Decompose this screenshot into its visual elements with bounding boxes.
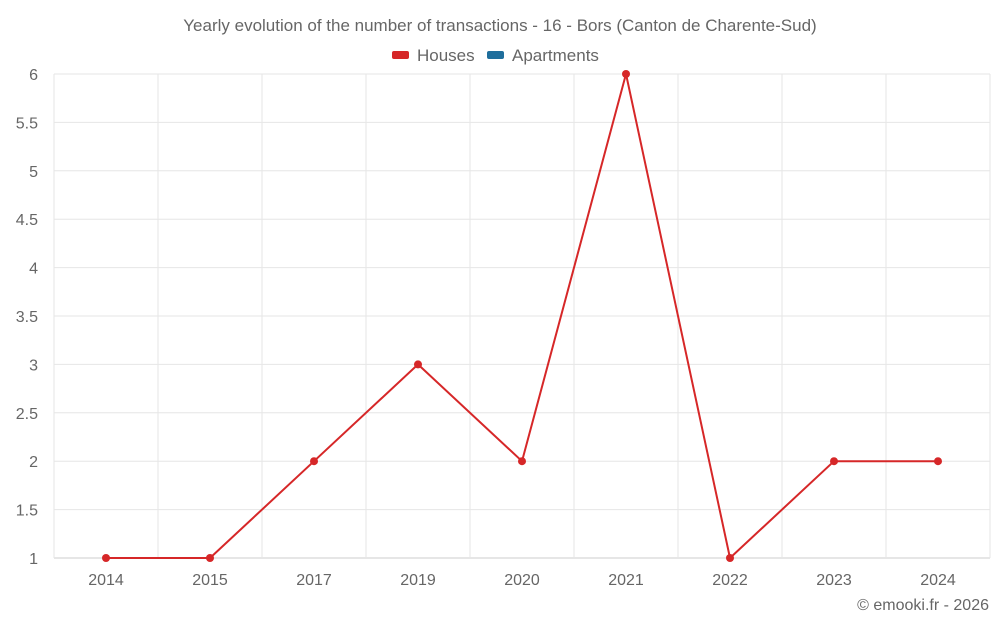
x-tick-label: 2017 bbox=[296, 572, 332, 589]
data-point-houses-2017[interactable] bbox=[310, 457, 318, 466]
y-tick-label: 1 bbox=[29, 551, 38, 568]
data-point-houses-2014[interactable] bbox=[102, 554, 110, 562]
legend: Houses Apartments bbox=[392, 46, 599, 65]
legend-item-apartments[interactable]: Apartments bbox=[487, 46, 599, 65]
y-tick-label: 5.5 bbox=[16, 115, 38, 132]
legend-label-apartments: Apartments bbox=[512, 46, 599, 65]
y-tick-label: 4 bbox=[29, 261, 38, 278]
x-tick-label: 2021 bbox=[608, 572, 644, 589]
data-point-houses-2024[interactable] bbox=[934, 457, 942, 466]
y-tick-label: 2.5 bbox=[16, 406, 38, 423]
y-tick-label: 3.5 bbox=[16, 309, 38, 326]
data-point-houses-2021[interactable] bbox=[622, 70, 630, 78]
x-tick-label: 2023 bbox=[816, 572, 852, 589]
x-tick-label: 2022 bbox=[712, 572, 748, 589]
x-axis-ticks: 2014 2015 2017 2019 2020 2021 2022 2023 2024 bbox=[88, 572, 956, 589]
data-point-houses-2023[interactable] bbox=[830, 457, 838, 466]
y-tick-label: 4.5 bbox=[16, 212, 38, 229]
series-houses bbox=[102, 70, 942, 562]
x-tick-label: 2020 bbox=[504, 572, 540, 589]
legend-item-houses[interactable]: Houses bbox=[392, 46, 475, 65]
legend-label-houses: Houses bbox=[417, 46, 475, 65]
legend-swatch-apartments bbox=[487, 51, 504, 59]
data-point-houses-2015[interactable] bbox=[206, 554, 214, 562]
data-point-houses-2022[interactable] bbox=[726, 554, 734, 562]
credit-text: © emooki.fr - 2026 bbox=[857, 597, 989, 614]
data-point-houses-2019[interactable] bbox=[414, 360, 422, 369]
x-tick-label: 2019 bbox=[400, 572, 436, 589]
x-tick-label: 2015 bbox=[192, 572, 228, 589]
y-tick-label: 6 bbox=[29, 67, 38, 84]
x-tick-label: 2014 bbox=[88, 572, 124, 589]
y-tick-label: 1.5 bbox=[16, 503, 38, 520]
chart-title: Yearly evolution of the number of transa… bbox=[183, 16, 816, 35]
data-point-houses-2020[interactable] bbox=[518, 457, 526, 466]
grid bbox=[53, 73, 991, 559]
x-tick-label: 2024 bbox=[920, 572, 956, 589]
legend-swatch-houses bbox=[392, 51, 409, 59]
y-tick-label: 2 bbox=[29, 454, 38, 471]
y-tick-label: 5 bbox=[29, 164, 38, 181]
y-axis-ticks: 1 1.5 2 2.5 3 3.5 4 4.5 5 5.5 6 bbox=[16, 67, 38, 568]
y-tick-label: 3 bbox=[29, 357, 38, 374]
